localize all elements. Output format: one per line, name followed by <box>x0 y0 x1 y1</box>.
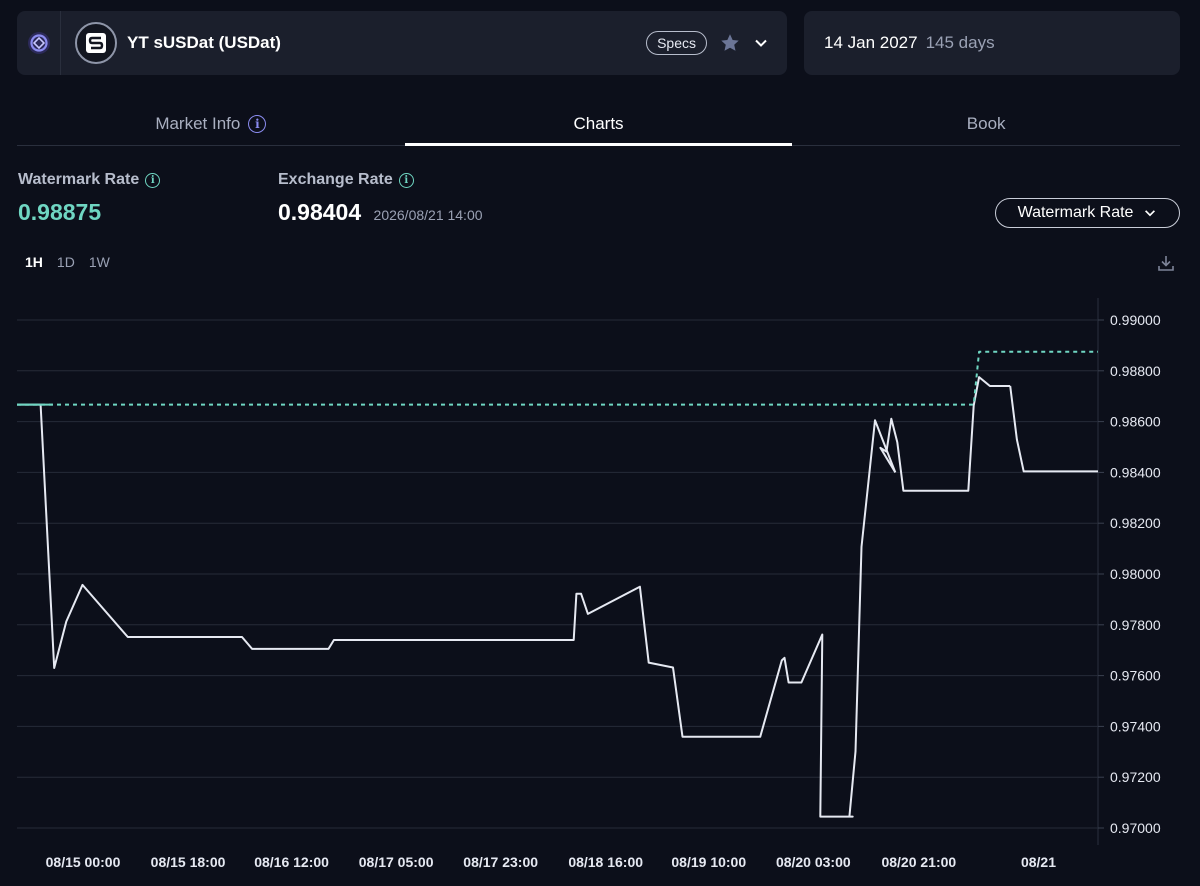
y-tick-label: 0.97200 <box>1110 769 1161 785</box>
rate-type-dropdown[interactable]: Watermark Rate <box>995 198 1180 228</box>
rate-type-label: Watermark Rate <box>1017 204 1134 221</box>
exchange-rate-timestamp: 2026/08/21 14:00 <box>373 207 483 223</box>
chevron-down-icon <box>1145 210 1156 217</box>
x-tick-label: 08/16 12:00 <box>254 854 329 870</box>
days-remaining: 145 days <box>925 33 995 52</box>
tab-label: Charts <box>573 114 624 133</box>
susdat-token-icon <box>75 22 117 64</box>
rate-chart[interactable]: 0.99000 0.98800 0.98600 0.98400 0.98200 0.980… <box>17 295 1187 880</box>
y-tick-label: 0.97000 <box>1110 820 1161 836</box>
tab-charts[interactable]: Charts <box>404 104 793 146</box>
maturity-panel: 14 Jan 2027 145 days <box>804 11 1180 75</box>
y-tick-label: 0.97400 <box>1110 718 1161 734</box>
y-tick-label: 0.98400 <box>1110 464 1161 480</box>
x-tick-label: 08/21 <box>1021 854 1056 870</box>
exchange-rate-line <box>879 376 1011 492</box>
y-tick-label: 0.98000 <box>1110 566 1161 582</box>
x-tick-label: 08/17 05:00 <box>359 854 434 870</box>
tab-bar: Market Info i Charts Book <box>17 104 1180 146</box>
tab-market-info[interactable]: Market Info i <box>17 104 405 144</box>
download-icon[interactable] <box>1156 253 1176 278</box>
info-icon[interactable]: i <box>248 115 267 133</box>
specs-button[interactable]: Specs <box>646 31 707 55</box>
timeframe-selector: 1H 1D 1W <box>25 254 110 270</box>
favorite-star-icon[interactable] <box>719 32 741 54</box>
x-tick-label: 08/15 00:00 <box>46 854 121 870</box>
x-tick-label: 08/17 23:00 <box>463 854 538 870</box>
info-icon[interactable]: i <box>398 172 414 188</box>
y-tick-label: 0.97600 <box>1110 668 1161 684</box>
watermark-rate-label: Watermark Rate <box>18 171 140 188</box>
market-selector-bar[interactable]: YT sUSDat (USDat) Specs <box>17 11 787 75</box>
x-tick-label: 08/18 16:00 <box>568 854 643 870</box>
y-tick-label: 0.97800 <box>1110 617 1161 633</box>
tab-label: Market Info <box>155 114 241 133</box>
x-tick-label: 08/20 03:00 <box>776 854 851 870</box>
market-name: YT sUSDat (USDat) <box>127 33 281 52</box>
timeframe-1d[interactable]: 1D <box>56 254 75 270</box>
tab-book[interactable]: Book <box>792 104 1180 144</box>
y-tick-label: 0.99000 <box>1110 312 1161 328</box>
exchange-rate-value: 0.98404 <box>278 199 362 225</box>
watermark-rate-stat: Watermark Rate i 0.98875 <box>18 171 161 226</box>
timeframe-1h[interactable]: 1H <box>25 254 43 270</box>
watermark-rate-line <box>17 350 1098 406</box>
y-tick-label: 0.98600 <box>1110 414 1161 430</box>
x-tick-label: 08/19 10:00 <box>671 854 746 870</box>
exchange-rate-stat: Exchange Rate i 0.98404 2026/08/21 14:00 <box>278 171 483 226</box>
info-icon[interactable]: i <box>145 172 161 188</box>
x-tick-label: 08/20 21:00 <box>881 854 956 870</box>
exchange-rate-line <box>17 403 897 818</box>
exchange-rate-line <box>1009 385 1098 473</box>
exchange-rate-label: Exchange Rate <box>278 171 393 188</box>
pendle-logo-icon[interactable] <box>17 11 61 75</box>
watermark-rate-value: 0.98875 <box>18 199 102 225</box>
x-tick-label: 08/15 18:00 <box>151 854 226 870</box>
chevron-down-icon[interactable] <box>753 35 769 51</box>
tab-label: Book <box>966 114 1006 133</box>
maturity-date: 14 Jan 2027 <box>824 33 918 52</box>
y-tick-label: 0.98200 <box>1110 515 1161 531</box>
y-tick-label: 0.98800 <box>1110 363 1161 379</box>
timeframe-1w[interactable]: 1W <box>88 254 110 270</box>
